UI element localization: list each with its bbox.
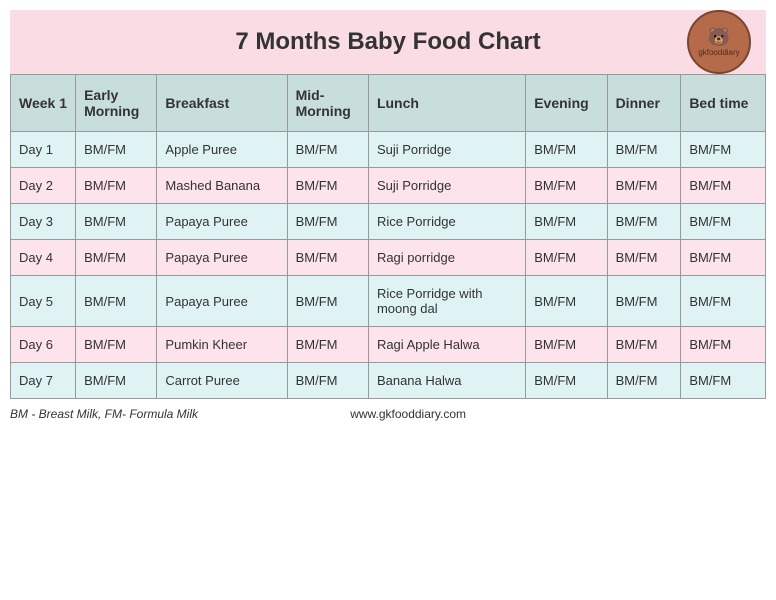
cell-dinner: BM/FM bbox=[607, 132, 681, 168]
cell-bed: BM/FM bbox=[681, 363, 766, 399]
cell-day: Day 4 bbox=[11, 240, 76, 276]
cell-early: BM/FM bbox=[76, 132, 157, 168]
cell-lunch: Rice Porridge with moong dal bbox=[368, 276, 525, 327]
col-header-dinner: Dinner bbox=[607, 75, 681, 132]
food-chart-container: 7 Months Baby Food Chart 🐻 gkfooddiary W… bbox=[10, 10, 766, 421]
cell-lunch: Suji Porridge bbox=[368, 132, 525, 168]
cell-mid: BM/FM bbox=[287, 276, 368, 327]
cell-evening: BM/FM bbox=[526, 276, 607, 327]
col-header-bedtime: Bed time bbox=[681, 75, 766, 132]
cell-day: Day 1 bbox=[11, 132, 76, 168]
cell-mid: BM/FM bbox=[287, 327, 368, 363]
header-bar: 7 Months Baby Food Chart 🐻 gkfooddiary bbox=[10, 10, 766, 74]
cell-early: BM/FM bbox=[76, 240, 157, 276]
brand-logo: 🐻 gkfooddiary bbox=[687, 10, 751, 74]
cell-bed: BM/FM bbox=[681, 132, 766, 168]
cell-early: BM/FM bbox=[76, 204, 157, 240]
table-row: Day 3 BM/FM Papaya Puree BM/FM Rice Porr… bbox=[11, 204, 766, 240]
cell-dinner: BM/FM bbox=[607, 363, 681, 399]
table-row: Day 5 BM/FM Papaya Puree BM/FM Rice Porr… bbox=[11, 276, 766, 327]
cell-bed: BM/FM bbox=[681, 204, 766, 240]
cell-dinner: BM/FM bbox=[607, 168, 681, 204]
cell-bed: BM/FM bbox=[681, 240, 766, 276]
cell-breakfast: Papaya Puree bbox=[157, 276, 287, 327]
cell-evening: BM/FM bbox=[526, 240, 607, 276]
cell-lunch: Ragi Apple Halwa bbox=[368, 327, 525, 363]
col-header-mid-morning: Mid-Morning bbox=[287, 75, 368, 132]
cell-evening: BM/FM bbox=[526, 327, 607, 363]
cell-breakfast: Carrot Puree bbox=[157, 363, 287, 399]
cell-day: Day 7 bbox=[11, 363, 76, 399]
bear-icon: 🐻 bbox=[708, 28, 730, 46]
cell-dinner: BM/FM bbox=[607, 276, 681, 327]
cell-mid: BM/FM bbox=[287, 168, 368, 204]
cell-evening: BM/FM bbox=[526, 363, 607, 399]
col-header-early-morning: Early Morning bbox=[76, 75, 157, 132]
cell-breakfast: Apple Puree bbox=[157, 132, 287, 168]
table-row: Day 6 BM/FM Pumkin Kheer BM/FM Ragi Appl… bbox=[11, 327, 766, 363]
food-chart-table: Week 1 Early Morning Breakfast Mid-Morni… bbox=[10, 74, 766, 399]
col-header-week: Week 1 bbox=[11, 75, 76, 132]
footer: BM - Breast Milk, FM- Formula Milk www.g… bbox=[10, 407, 766, 421]
cell-breakfast: Mashed Banana bbox=[157, 168, 287, 204]
cell-day: Day 5 bbox=[11, 276, 76, 327]
cell-early: BM/FM bbox=[76, 327, 157, 363]
cell-evening: BM/FM bbox=[526, 168, 607, 204]
cell-bed: BM/FM bbox=[681, 276, 766, 327]
cell-evening: BM/FM bbox=[526, 204, 607, 240]
cell-day: Day 2 bbox=[11, 168, 76, 204]
chart-title: 7 Months Baby Food Chart bbox=[235, 28, 540, 56]
table-row: Day 1 BM/FM Apple Puree BM/FM Suji Porri… bbox=[11, 132, 766, 168]
cell-early: BM/FM bbox=[76, 363, 157, 399]
cell-lunch: Ragi porridge bbox=[368, 240, 525, 276]
col-header-evening: Evening bbox=[526, 75, 607, 132]
cell-breakfast: Pumkin Kheer bbox=[157, 327, 287, 363]
cell-day: Day 3 bbox=[11, 204, 76, 240]
cell-lunch: Suji Porridge bbox=[368, 168, 525, 204]
brand-name: gkfooddiary bbox=[698, 48, 739, 57]
cell-early: BM/FM bbox=[76, 168, 157, 204]
cell-mid: BM/FM bbox=[287, 204, 368, 240]
footer-website: www.gkfooddiary.com bbox=[350, 407, 766, 421]
table-row: Day 4 BM/FM Papaya Puree BM/FM Ragi porr… bbox=[11, 240, 766, 276]
cell-dinner: BM/FM bbox=[607, 240, 681, 276]
cell-lunch: Banana Halwa bbox=[368, 363, 525, 399]
table-row: Day 2 BM/FM Mashed Banana BM/FM Suji Por… bbox=[11, 168, 766, 204]
col-header-breakfast: Breakfast bbox=[157, 75, 287, 132]
cell-day: Day 6 bbox=[11, 327, 76, 363]
cell-mid: BM/FM bbox=[287, 240, 368, 276]
col-header-lunch: Lunch bbox=[368, 75, 525, 132]
cell-evening: BM/FM bbox=[526, 132, 607, 168]
cell-dinner: BM/FM bbox=[607, 204, 681, 240]
cell-breakfast: Papaya Puree bbox=[157, 204, 287, 240]
cell-mid: BM/FM bbox=[287, 132, 368, 168]
cell-bed: BM/FM bbox=[681, 168, 766, 204]
table-header-row: Week 1 Early Morning Breakfast Mid-Morni… bbox=[11, 75, 766, 132]
cell-mid: BM/FM bbox=[287, 363, 368, 399]
table-body: Day 1 BM/FM Apple Puree BM/FM Suji Porri… bbox=[11, 132, 766, 399]
cell-lunch: Rice Porridge bbox=[368, 204, 525, 240]
footer-legend: BM - Breast Milk, FM- Formula Milk bbox=[10, 407, 350, 421]
cell-bed: BM/FM bbox=[681, 327, 766, 363]
table-row: Day 7 BM/FM Carrot Puree BM/FM Banana Ha… bbox=[11, 363, 766, 399]
cell-dinner: BM/FM bbox=[607, 327, 681, 363]
cell-breakfast: Papaya Puree bbox=[157, 240, 287, 276]
cell-early: BM/FM bbox=[76, 276, 157, 327]
